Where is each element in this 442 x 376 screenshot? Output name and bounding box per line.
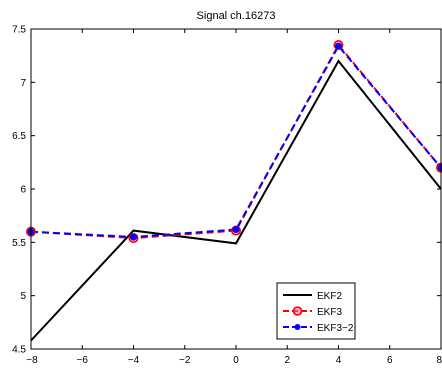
y-tick-label: 7 [20, 78, 26, 89]
y-tick-label: 6.5 [12, 131, 26, 142]
x-tick-label: 6 [387, 355, 393, 366]
x-tick-label: 8 [436, 355, 442, 366]
y-tick-label: 5.5 [12, 238, 26, 249]
x-tick-label: 4 [336, 355, 342, 366]
legend-label: EKF2 [317, 291, 342, 302]
x-tick-label: −4 [128, 355, 140, 366]
x-axis: −8 −6 −4 −2 0 2 4 6 8 [26, 29, 442, 366]
data-point-series-3 [130, 233, 137, 241]
series-layer [25, 39, 442, 342]
x-tick-label: 0 [233, 355, 239, 366]
chart-title: Signal ch.16273 [197, 10, 276, 22]
legend-swatch-marker [292, 306, 303, 316]
legend-label: EKF3−2 [317, 323, 354, 334]
y-tick-label: 5 [20, 291, 26, 302]
data-point-series-3 [232, 226, 240, 234]
series-line-1 [30, 59, 442, 342]
y-tick-label: 4.5 [12, 345, 26, 356]
x-tick-label: −6 [77, 355, 89, 366]
x-tick-label: 2 [284, 355, 290, 366]
legend-box [276, 282, 356, 340]
data-point-series-3 [335, 42, 342, 50]
y-axis: 4.5 5 5.5 6 6.5 7 7.5 [12, 25, 441, 356]
y-tick-label: 6 [20, 185, 26, 196]
legend: EKF2 EKF3 EKF3−2 [276, 282, 356, 340]
legend-label: EKF3 [317, 307, 342, 318]
plot-area [31, 29, 441, 349]
y-tick-label: 7.5 [12, 25, 26, 36]
x-tick-label: −8 [26, 355, 38, 366]
x-tick-label: −2 [179, 355, 191, 366]
series-line-3 [30, 44, 442, 239]
legend-swatch-marker [294, 324, 301, 330]
